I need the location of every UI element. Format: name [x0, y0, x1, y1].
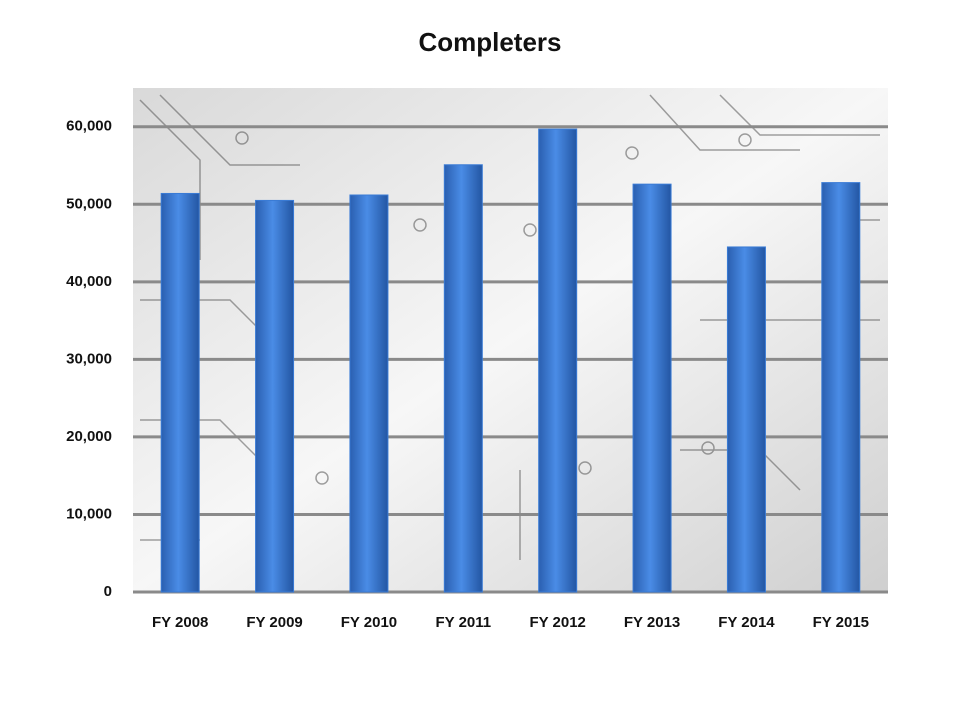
x-tick-label: FY 2015 — [813, 614, 869, 631]
chart-title: Completers — [418, 27, 561, 57]
bar — [538, 128, 578, 593]
x-tick-label: FY 2014 — [718, 614, 775, 631]
bar — [632, 183, 672, 593]
plot-background — [133, 88, 888, 592]
x-tick-label: FY 2008 — [152, 614, 208, 631]
y-tick-label: 30,000 — [66, 350, 112, 367]
bar — [821, 182, 861, 593]
bar — [726, 246, 766, 593]
x-tick-label: FY 2013 — [624, 614, 680, 631]
y-tick-label: 10,000 — [66, 505, 112, 522]
y-tick-label: 40,000 — [66, 273, 112, 290]
y-tick-label: 20,000 — [66, 428, 112, 445]
x-tick-label: FY 2010 — [341, 614, 397, 631]
x-tick-label: FY 2009 — [246, 614, 302, 631]
bar — [255, 199, 295, 593]
bar — [443, 164, 483, 593]
y-tick-label: 60,000 — [66, 118, 112, 135]
y-tick-label: 0 — [104, 583, 112, 600]
bar — [349, 194, 389, 593]
y-tick-label: 50,000 — [66, 195, 112, 212]
x-tick-label: FY 2012 — [529, 614, 585, 631]
x-tick-label: FY 2011 — [436, 614, 492, 631]
bar — [160, 192, 200, 593]
